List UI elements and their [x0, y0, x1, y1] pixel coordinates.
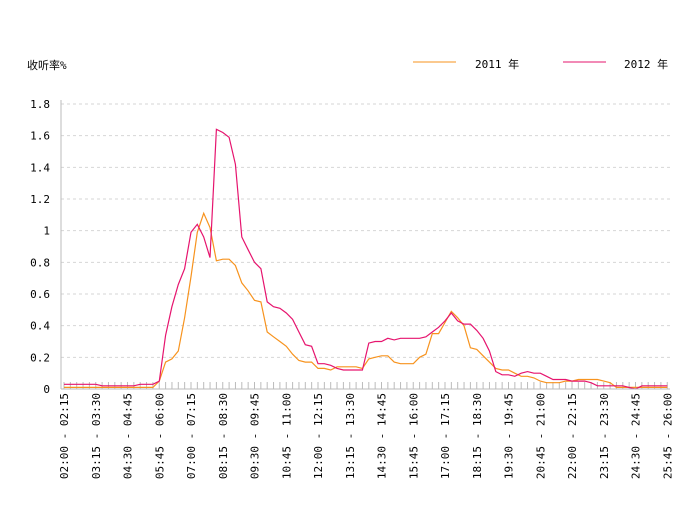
x-tick-label: 18:15 - 18:30 — [471, 393, 484, 479]
x-tick-label: 12:00 - 12:15 — [312, 393, 325, 479]
legend: 2011 年 2012 年 — [413, 57, 668, 71]
legend-label-2012: 2012 年 — [624, 57, 668, 71]
x-tick-label: 15:45 - 16:00 — [407, 393, 420, 479]
x-tick-label: 17:00 - 17:15 — [439, 393, 452, 479]
x-tick-label: 07:00 - 07:15 — [185, 393, 198, 479]
y-tick-label: 1.6 — [30, 130, 50, 143]
x-tick-label: 09:30 - 09:45 — [249, 393, 262, 479]
y-tick-label: 0 — [43, 383, 50, 396]
y-tick-label: 1.4 — [30, 161, 50, 174]
x-tick-label: 10:45 - 11:00 — [280, 393, 293, 479]
x-tick-label: 02:00 - 02:15 — [58, 393, 71, 479]
y-tick-label: 0.8 — [30, 256, 50, 269]
x-tick-label: 19:30 - 19:45 — [503, 393, 516, 479]
series-line-2012 — [64, 128, 668, 390]
x-tick-label: 13:15 - 13:30 — [344, 393, 357, 479]
legend-label-2011: 2011 年 — [475, 57, 519, 71]
x-tick-label: 03:15 - 03:30 — [90, 393, 103, 479]
x-tick-label: 14:30 - 14:45 — [376, 393, 389, 479]
x-tick-label: 23:15 - 23:30 — [598, 393, 611, 479]
series-line-2011 — [64, 211, 668, 388]
y-tick-label: 0.6 — [30, 288, 50, 301]
x-tick-label: 24:30 - 24:45 — [630, 393, 643, 479]
x-tick-label: 25:45 - 26:00 — [661, 393, 674, 479]
x-tick-label: 04:30 - 04:45 — [122, 393, 135, 479]
y-tick-label: 0.2 — [30, 351, 50, 364]
y-tick-label: 1 — [43, 225, 50, 238]
x-tick-label: 20:45 - 21:00 — [534, 393, 547, 479]
x-tick-label: 22:00 - 22:15 — [566, 393, 579, 479]
y-tick-label: 1.8 — [30, 98, 50, 111]
x-tick-label: 05:45 - 06:00 — [153, 393, 166, 479]
y-tick-label: 1.2 — [30, 193, 50, 206]
y-axis-label: 收听率% — [27, 58, 67, 72]
x-tick-label: 08:15 - 08:30 — [217, 393, 230, 479]
y-tick-label: 0.4 — [30, 320, 50, 333]
